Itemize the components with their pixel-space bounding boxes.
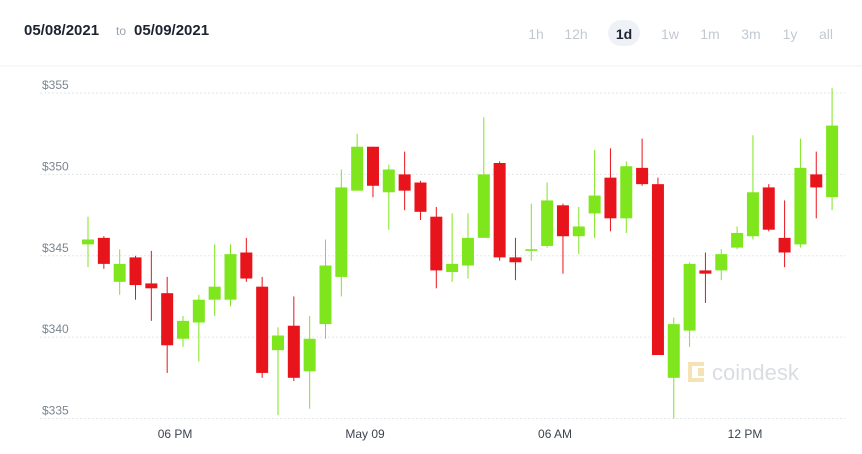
candle-body — [477, 174, 490, 238]
range-button[interactable]: 3m — [741, 26, 760, 42]
candle-body — [82, 239, 95, 245]
candle-body — [572, 226, 585, 237]
date-separator: to — [116, 24, 126, 38]
candle-body — [731, 232, 744, 248]
candle-body — [588, 195, 601, 214]
candle-body — [145, 283, 158, 289]
candle-body — [525, 249, 538, 251]
range-button[interactable]: 1w — [661, 26, 680, 42]
range-button[interactable]: 1d — [616, 26, 632, 42]
candle-body — [509, 257, 522, 263]
y-tick-label: $335 — [42, 403, 69, 417]
x-tick-label: May 09 — [345, 427, 385, 441]
candle-body — [398, 174, 411, 191]
candle-body — [493, 162, 506, 258]
candle-body — [192, 299, 205, 323]
x-tick-label: 06 PM — [158, 427, 193, 441]
candle-body — [287, 325, 300, 378]
candle-body — [604, 177, 617, 219]
candle-body — [651, 184, 664, 356]
y-tick-label: $345 — [42, 241, 69, 255]
candle-body — [113, 263, 126, 282]
date-to: 05/09/2021 — [134, 22, 209, 39]
candle-body — [794, 167, 807, 245]
candle-body — [778, 237, 791, 253]
candle-body — [620, 166, 633, 219]
range-button[interactable]: 12h — [564, 26, 587, 42]
range-button[interactable]: 1y — [783, 26, 798, 42]
candle-body — [461, 237, 474, 266]
candle-body — [414, 182, 427, 212]
candle-body — [556, 205, 569, 237]
candle-body — [129, 257, 142, 286]
candle-body — [715, 254, 728, 271]
candle-body — [271, 335, 284, 351]
candle-body — [256, 286, 269, 373]
y-tick-label: $350 — [42, 159, 69, 173]
x-tick-label: 12 PM — [728, 427, 763, 441]
candle-body — [335, 187, 348, 277]
y-tick-label: $340 — [42, 322, 69, 336]
candle-body — [762, 187, 775, 230]
candle-body — [351, 146, 364, 191]
candle-body — [382, 169, 395, 193]
candle-body — [746, 192, 759, 237]
candle-body — [177, 320, 190, 339]
candle-body — [683, 263, 696, 331]
candle-body — [667, 324, 680, 378]
watermark-logo — [688, 362, 704, 382]
watermark-text: coindesk — [712, 360, 800, 385]
candle-body — [224, 254, 237, 300]
candle-body — [430, 216, 443, 271]
candle-body — [366, 146, 379, 186]
candle-body — [161, 293, 174, 346]
watermark: coindesk — [688, 360, 800, 385]
range-button[interactable]: all — [819, 26, 833, 42]
range-button[interactable]: 1m — [700, 26, 719, 42]
candle-body — [446, 263, 459, 273]
candle-body — [636, 167, 649, 185]
x-tick-label: 06 AM — [538, 427, 572, 441]
y-tick-label: $355 — [42, 78, 69, 92]
candle-body — [208, 286, 221, 300]
range-selected-bg — [608, 20, 640, 46]
date-from: 05/08/2021 — [24, 22, 99, 39]
candle-body — [826, 125, 839, 198]
candle-body — [699, 270, 712, 274]
candle-body — [97, 237, 110, 264]
candle-body — [303, 338, 316, 372]
candle-body — [240, 252, 253, 279]
candle-body — [541, 200, 554, 246]
range-button[interactable]: 1h — [528, 26, 544, 42]
candle-body — [319, 265, 332, 325]
candle-body — [810, 174, 823, 188]
